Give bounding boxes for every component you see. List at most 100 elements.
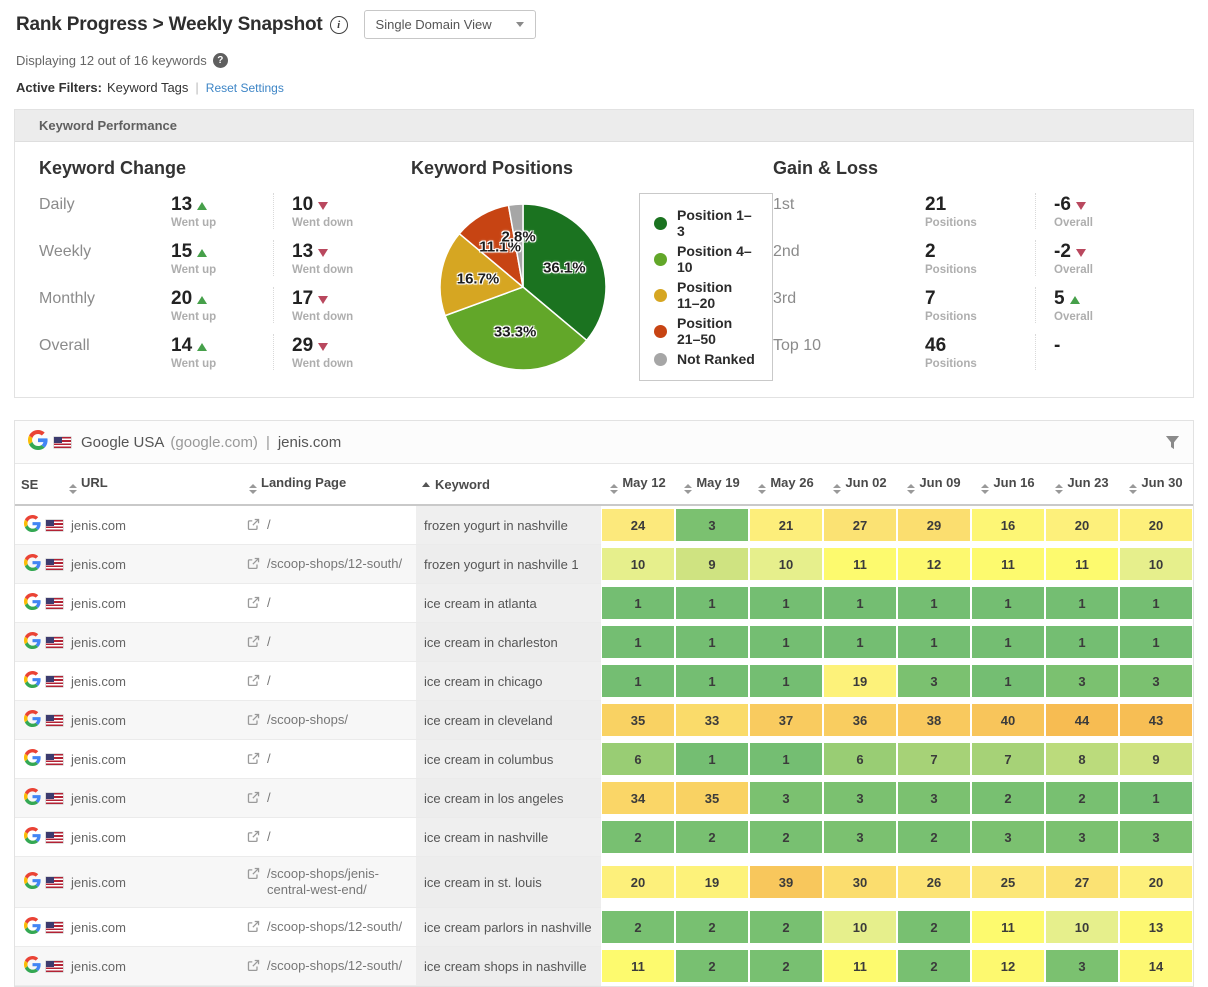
external-link-icon[interactable] — [247, 556, 267, 573]
url-cell[interactable]: jenis.com — [63, 946, 243, 986]
rank-cell-jun-23: 44 — [1045, 700, 1119, 740]
column-header-jun-23[interactable]: Jun 23 — [1045, 464, 1119, 506]
rank-cell-jun-16: 1 — [971, 622, 1045, 662]
reset-settings-link[interactable]: Reset Settings — [205, 80, 284, 95]
landing-page-path[interactable]: / — [267, 750, 271, 766]
column-header-may-12[interactable]: May 12 — [601, 464, 675, 506]
legend-item[interactable]: Position 1–3 — [654, 207, 758, 239]
chevron-down-icon — [515, 22, 524, 27]
external-link-icon[interactable] — [247, 958, 267, 975]
url-cell[interactable]: jenis.com — [63, 817, 243, 857]
landing-page-path[interactable]: / — [267, 594, 271, 610]
help-icon[interactable]: ? — [212, 53, 228, 68]
landing-page-path[interactable]: / — [267, 672, 271, 688]
rank-cell-jun-16: 3 — [971, 817, 1045, 857]
landing-page-cell: / — [243, 661, 416, 701]
rank-cell-jun-02: 1 — [823, 583, 897, 623]
sort-icon — [907, 484, 916, 494]
url-cell[interactable]: jenis.com — [63, 778, 243, 818]
landing-page-path[interactable]: / — [267, 828, 271, 844]
url-cell[interactable]: jenis.com — [63, 661, 243, 701]
filter-icon[interactable] — [1165, 435, 1180, 450]
url-cell[interactable]: jenis.com — [63, 856, 243, 908]
rank-value: 3 — [898, 665, 970, 697]
google-icon — [24, 788, 41, 808]
column-header-url[interactable]: URL — [63, 464, 243, 506]
external-link-icon[interactable] — [247, 790, 267, 807]
url-cell[interactable]: jenis.com — [63, 700, 243, 740]
pie-slice-not-ranked[interactable] — [507, 203, 524, 288]
rank-value: 40 — [972, 704, 1044, 736]
url-cell[interactable]: jenis.com — [63, 622, 243, 662]
rank-table-header: SE URL Landing Page Keyword May 12 May 19 May … — [15, 464, 1193, 506]
landing-page-path[interactable]: / — [267, 789, 271, 805]
column-header-may-26[interactable]: May 26 — [749, 464, 823, 506]
rank-cell-jun-23: 1 — [1045, 622, 1119, 662]
us-flag-icon — [46, 922, 63, 933]
rank-value: 2 — [750, 950, 822, 982]
column-header-landing-page[interactable]: Landing Page — [243, 464, 416, 506]
se-cell — [15, 778, 63, 818]
url-cell[interactable]: jenis.com — [63, 583, 243, 623]
rank-value: 3 — [824, 782, 896, 814]
url-cell[interactable]: jenis.com — [63, 907, 243, 947]
column-header-jun-09[interactable]: Jun 09 — [897, 464, 971, 506]
panel-body: Keyword Change Daily 13 Went up 10 Went down… — [15, 142, 1193, 397]
external-link-icon[interactable] — [247, 595, 267, 612]
landing-page-cell: / — [243, 739, 416, 779]
sort-icon — [1129, 484, 1138, 494]
info-icon[interactable]: i — [329, 15, 348, 34]
url-cell[interactable]: jenis.com — [63, 544, 243, 584]
landing-page-path[interactable]: /scoop-shops/12-south/ — [267, 957, 403, 973]
external-link-icon[interactable] — [247, 866, 267, 883]
metric-period-label: Daily — [39, 196, 75, 213]
pie-slice-position-11-20[interactable] — [439, 232, 524, 317]
legend-item[interactable]: Position 11–20 — [654, 279, 758, 311]
url-cell[interactable]: jenis.com — [63, 505, 243, 545]
rank-value: 39 — [750, 866, 822, 898]
legend-label: Not Ranked — [677, 351, 755, 367]
column-header-label: SE — [21, 477, 39, 492]
legend-item[interactable]: Position 4–10 — [654, 243, 758, 275]
external-link-icon[interactable] — [247, 919, 267, 936]
landing-page-path[interactable]: /scoop-shops/jenis-central-west-end/ — [267, 866, 379, 897]
landing-page-path[interactable]: / — [267, 516, 271, 532]
column-header-jun-16[interactable]: Jun 16 — [971, 464, 1045, 506]
rank-cell-may-26: 2 — [749, 817, 823, 857]
arrow-down-icon — [318, 296, 329, 304]
rank-cell-may-26: 1 — [749, 583, 823, 623]
landing-page-path[interactable]: /scoop-shops/ — [267, 711, 348, 727]
positions-metric: 46 Positions — [925, 334, 1035, 370]
landing-page-path[interactable]: / — [267, 633, 271, 649]
legend-item[interactable]: Not Ranked — [654, 351, 758, 367]
column-header-jun-30[interactable]: Jun 30 — [1119, 464, 1193, 506]
landing-page-path[interactable]: /scoop-shops/12-south/ — [267, 555, 403, 571]
rank-cell-jun-16: 11 — [971, 544, 1045, 584]
legend-item[interactable]: Position 21–50 — [654, 315, 758, 347]
table-row: jenis.com / ice cream in columbus 6 1 1 6 7 7 8 9 — [15, 739, 1193, 779]
external-link-icon[interactable] — [247, 751, 267, 768]
external-link-icon[interactable] — [247, 673, 267, 690]
column-header-may-19[interactable]: May 19 — [675, 464, 749, 506]
landing-page-cell: /scoop-shops/12-south/ — [243, 946, 416, 986]
rank-value: 20 — [602, 866, 674, 898]
google-icon — [24, 749, 41, 769]
pie-slice-position-1-3[interactable] — [522, 203, 607, 342]
landing-page-path[interactable]: /scoop-shops/12-south/ — [267, 918, 403, 934]
position-label: Top 10 — [773, 337, 822, 354]
rank-value: 1 — [750, 665, 822, 697]
column-header-jun-02[interactable]: Jun 02 — [823, 464, 897, 506]
external-link-icon[interactable] — [247, 829, 267, 846]
rank-cell-may-12: 6 — [601, 739, 675, 779]
rank-value: 1 — [972, 665, 1044, 697]
rank-value: 34 — [602, 782, 674, 814]
view-selector-dropdown[interactable]: Single Domain View — [363, 10, 536, 39]
rank-cell-jun-09: 1 — [897, 583, 971, 623]
external-link-icon[interactable] — [247, 517, 267, 534]
external-link-icon[interactable] — [247, 634, 267, 651]
position-label: 1st — [773, 196, 795, 213]
url-cell[interactable]: jenis.com — [63, 739, 243, 779]
pie-slice-position-4-10[interactable] — [444, 286, 588, 371]
column-header-keyword[interactable]: Keyword — [416, 464, 601, 506]
external-link-icon[interactable] — [247, 712, 267, 729]
